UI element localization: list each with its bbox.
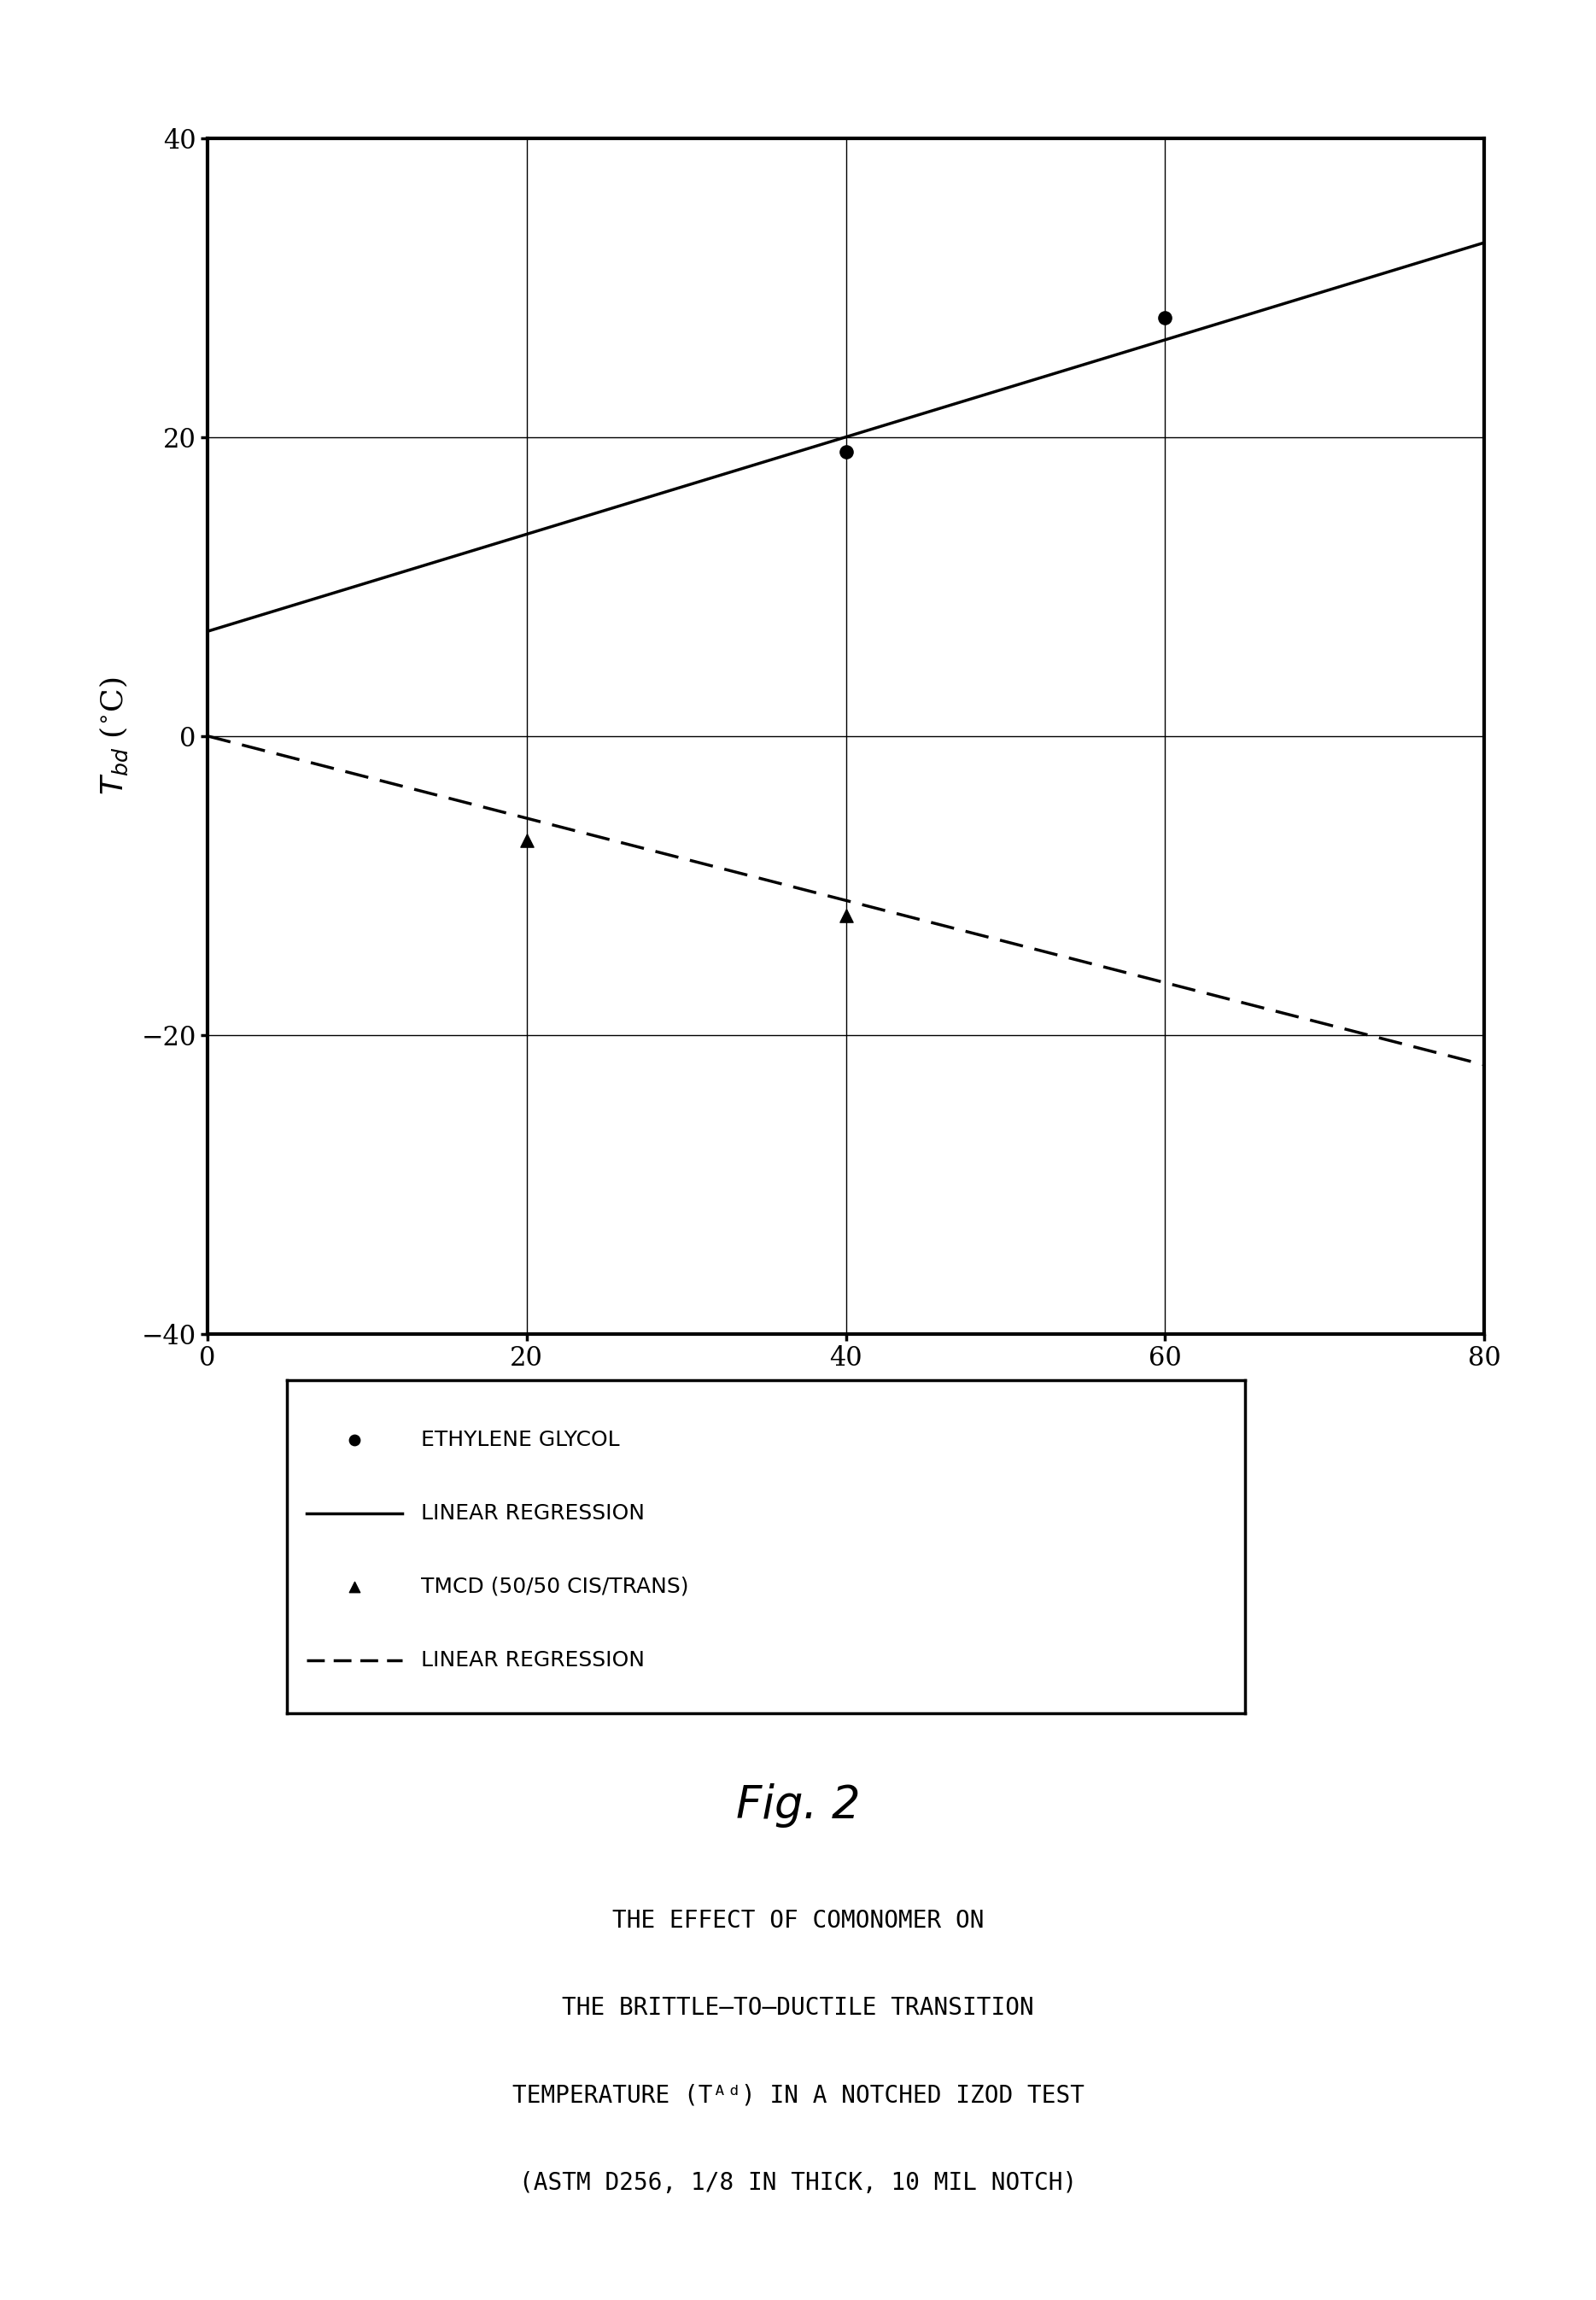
Text: (ASTM D256, 1/8 IN THICK, 10 MIL NOTCH): (ASTM D256, 1/8 IN THICK, 10 MIL NOTCH)	[519, 2171, 1077, 2194]
Text: THE BRITTLE–TO–DUCTILE TRANSITION: THE BRITTLE–TO–DUCTILE TRANSITION	[562, 1996, 1034, 2019]
X-axis label: MOL% COMONOMER: MOL% COMONOMER	[670, 1389, 1021, 1419]
Point	[833, 432, 859, 472]
Text: ETHYLENE GLYCOL: ETHYLENE GLYCOL	[421, 1431, 619, 1451]
Text: THE EFFECT OF COMONOMER ON: THE EFFECT OF COMONOMER ON	[611, 1909, 985, 1932]
Text: TMCD (50/50 CIS/TRANS): TMCD (50/50 CIS/TRANS)	[421, 1576, 689, 1596]
Point	[342, 1569, 367, 1605]
Text: LINEAR REGRESSION: LINEAR REGRESSION	[421, 1649, 645, 1670]
Point	[1152, 299, 1178, 336]
Text: Fig. 2: Fig. 2	[736, 1783, 860, 1829]
Text: LINEAR REGRESSION: LINEAR REGRESSION	[421, 1504, 645, 1523]
Text: TEMPERATURE (Tᴬᵈ) IN A NOTCHED IZOD TEST: TEMPERATURE (Tᴬᵈ) IN A NOTCHED IZOD TEST	[512, 2084, 1084, 2107]
Point	[833, 897, 859, 934]
Point	[342, 1421, 367, 1458]
Point	[514, 823, 539, 860]
Y-axis label: $T_{bd}$ ($^{\circ}$C): $T_{bd}$ ($^{\circ}$C)	[97, 676, 129, 796]
